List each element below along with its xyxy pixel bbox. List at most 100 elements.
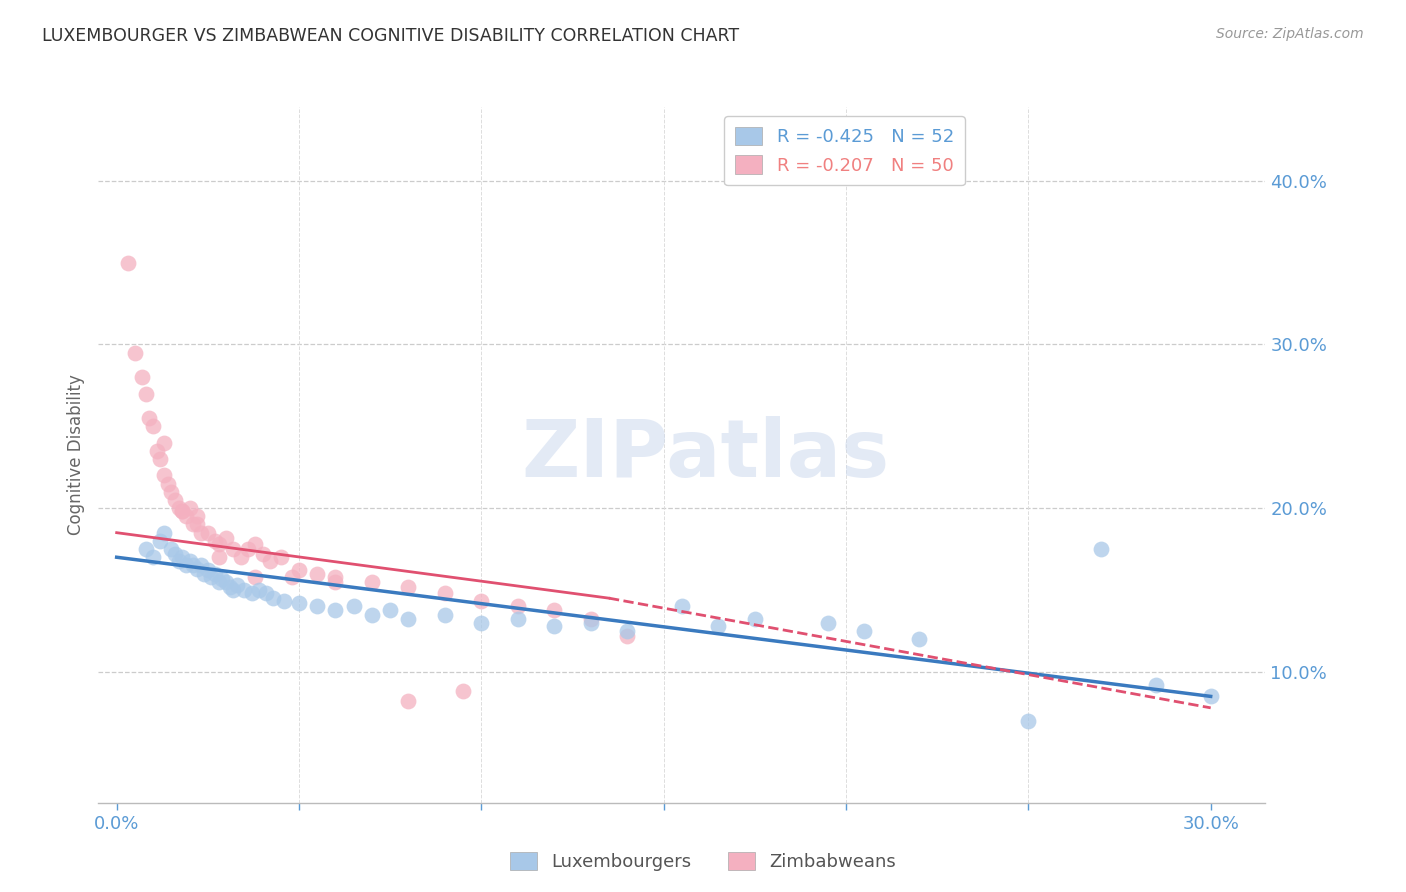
Point — [215, 531, 238, 545]
Point — [579, 615, 602, 630]
Point — [149, 533, 172, 548]
Point — [240, 586, 263, 600]
Point — [325, 570, 347, 584]
Point — [190, 558, 212, 573]
Point — [174, 509, 197, 524]
Point — [174, 558, 197, 573]
Point — [470, 615, 492, 630]
Point — [117, 255, 139, 269]
Point — [208, 574, 231, 589]
Point — [908, 632, 931, 646]
Point — [247, 582, 270, 597]
Point — [233, 582, 256, 597]
Point — [215, 574, 238, 589]
Point — [131, 370, 153, 384]
Point — [197, 525, 219, 540]
Point — [325, 574, 347, 589]
Point — [236, 542, 259, 557]
Point — [307, 599, 329, 614]
Point — [200, 570, 222, 584]
Point — [470, 594, 492, 608]
Point — [744, 612, 766, 626]
Point — [208, 537, 231, 551]
Point — [135, 542, 157, 557]
Point — [853, 624, 876, 638]
Point — [135, 386, 157, 401]
Point — [707, 619, 730, 633]
Point — [211, 572, 233, 586]
Point — [506, 612, 529, 626]
Point — [288, 596, 311, 610]
Point — [204, 533, 226, 548]
Point — [325, 602, 347, 616]
Point — [616, 624, 638, 638]
Point — [172, 504, 194, 518]
Point — [181, 558, 204, 573]
Point — [156, 476, 179, 491]
Point — [671, 599, 693, 614]
Point — [142, 550, 165, 565]
Legend: Luxembourgers, Zimbabweans: Luxembourgers, Zimbabweans — [503, 845, 903, 879]
Point — [149, 452, 172, 467]
Point — [280, 570, 302, 584]
Point — [1090, 542, 1112, 557]
Point — [222, 582, 245, 597]
Point — [361, 607, 384, 622]
Point — [254, 586, 277, 600]
Point — [146, 443, 169, 458]
Point — [167, 501, 190, 516]
Point — [153, 468, 176, 483]
Point — [361, 574, 384, 589]
Point — [190, 525, 212, 540]
Point — [179, 501, 201, 516]
Point — [288, 563, 311, 577]
Point — [262, 591, 284, 606]
Point — [179, 553, 201, 567]
Point — [396, 612, 419, 626]
Point — [138, 411, 160, 425]
Point — [218, 580, 240, 594]
Point — [506, 599, 529, 614]
Point — [396, 694, 419, 708]
Point — [259, 553, 281, 567]
Point — [245, 537, 267, 551]
Point — [229, 550, 252, 565]
Point — [380, 602, 402, 616]
Point — [396, 580, 419, 594]
Text: Source: ZipAtlas.com: Source: ZipAtlas.com — [1216, 27, 1364, 41]
Point — [153, 525, 176, 540]
Text: ZIPatlas: ZIPatlas — [522, 416, 890, 494]
Point — [543, 619, 565, 633]
Point — [193, 566, 215, 581]
Point — [181, 517, 204, 532]
Point — [252, 547, 274, 561]
Point — [163, 547, 186, 561]
Point — [204, 566, 226, 581]
Point — [142, 419, 165, 434]
Point — [343, 599, 366, 614]
Point — [270, 550, 292, 565]
Point — [167, 553, 190, 567]
Point — [1199, 690, 1222, 704]
Point — [543, 602, 565, 616]
Point — [153, 435, 176, 450]
Point — [273, 594, 295, 608]
Point — [186, 509, 208, 524]
Point — [172, 550, 194, 565]
Point — [817, 615, 839, 630]
Legend: R = -0.425   N = 52, R = -0.207   N = 50: R = -0.425 N = 52, R = -0.207 N = 50 — [724, 116, 965, 186]
Point — [160, 542, 183, 557]
Point — [245, 570, 267, 584]
Point — [172, 504, 194, 518]
Point — [1144, 678, 1167, 692]
Point — [208, 550, 231, 565]
Point — [1017, 714, 1039, 728]
Point — [616, 629, 638, 643]
Point — [433, 607, 456, 622]
Point — [226, 578, 249, 592]
Text: LUXEMBOURGER VS ZIMBABWEAN COGNITIVE DISABILITY CORRELATION CHART: LUXEMBOURGER VS ZIMBABWEAN COGNITIVE DIS… — [42, 27, 740, 45]
Point — [160, 484, 183, 499]
Point — [307, 566, 329, 581]
Point — [197, 563, 219, 577]
Point — [451, 684, 474, 698]
